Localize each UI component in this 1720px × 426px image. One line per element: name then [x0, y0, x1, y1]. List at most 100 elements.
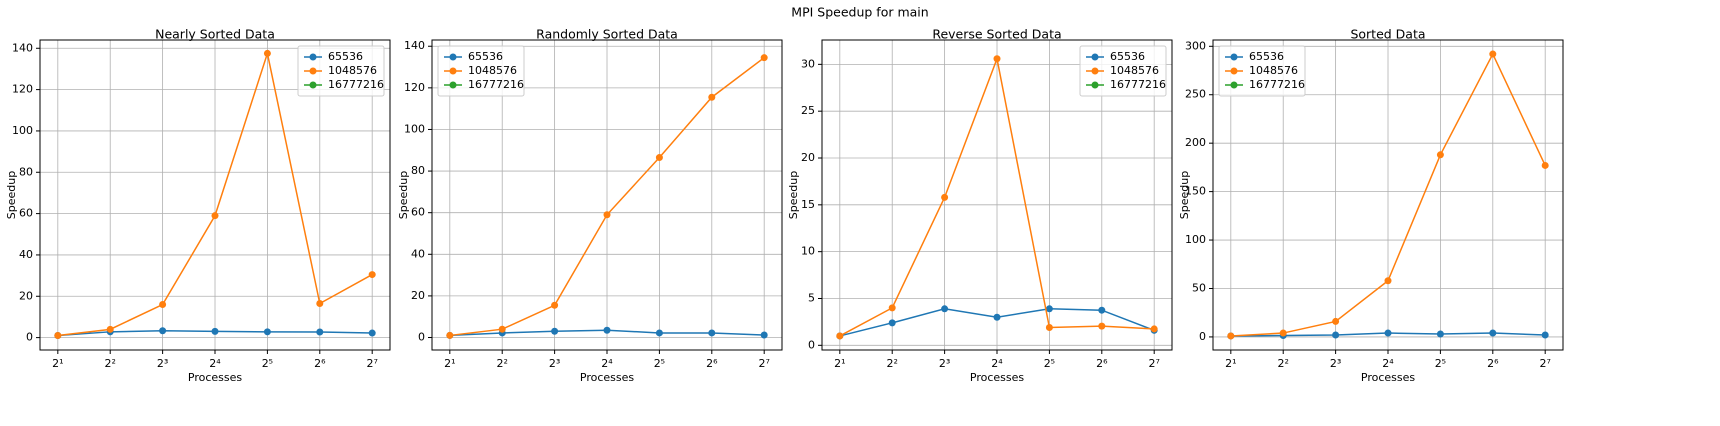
x-tick-label: 2¹: [1225, 357, 1236, 370]
legend-marker: [1091, 53, 1099, 61]
y-tick-label: 40: [19, 248, 33, 261]
data-point: [211, 212, 219, 220]
legend-label: 65536: [1249, 50, 1284, 63]
y-tick-label: 120: [404, 81, 425, 94]
data-point: [941, 305, 949, 313]
y-tick-label: 20: [411, 289, 425, 302]
data-point: [1541, 331, 1549, 339]
data-point: [708, 329, 716, 337]
data-point: [159, 327, 167, 335]
y-tick-label: 100: [404, 122, 425, 135]
data-point: [54, 332, 62, 340]
y-axis-label: Speedup: [1178, 171, 1191, 219]
x-tick-label: 2⁵: [654, 357, 665, 370]
x-tick-label: 2²: [497, 357, 508, 370]
data-point: [211, 327, 219, 335]
x-tick-label: 2⁷: [1539, 357, 1550, 370]
data-point: [316, 328, 324, 336]
x-tick-label: 2³: [1330, 357, 1341, 370]
y-axis-label: Speedup: [787, 171, 800, 219]
subplot-title: Sorted Data: [1350, 27, 1425, 42]
y-tick-label: 10: [801, 245, 815, 258]
y-axis-label: Speedup: [397, 171, 410, 219]
y-tick-label: 0: [808, 338, 815, 351]
legend-marker: [449, 53, 457, 61]
data-point: [368, 329, 376, 337]
data-point: [1045, 305, 1053, 313]
axes-frame: [39, 39, 391, 351]
y-tick-label: 20: [801, 151, 815, 164]
y-tick-label: 100: [12, 124, 33, 137]
y-tick-label: 30: [801, 57, 815, 70]
legend-marker: [1091, 67, 1099, 75]
legend-marker: [449, 81, 457, 89]
axes-frame: [821, 39, 1173, 351]
legend-marker: [1230, 81, 1238, 89]
legend-label: 1048576: [1249, 64, 1298, 77]
data-point: [1227, 332, 1235, 340]
x-tick-label: 2⁴: [601, 357, 613, 370]
x-tick-label: 2⁴: [1382, 357, 1394, 370]
x-tick-label: 2⁷: [758, 357, 769, 370]
legend-label: 65536: [1110, 50, 1145, 63]
data-point: [263, 49, 271, 57]
x-tick-label: 2⁷: [1148, 357, 1159, 370]
y-tick-label: 40: [411, 247, 425, 260]
x-tick-label: 2⁶: [1487, 357, 1499, 370]
y-tick-label: 120: [12, 83, 33, 96]
data-point: [655, 154, 663, 162]
legend-box: [1079, 45, 1167, 97]
axes-frame: [431, 39, 783, 351]
y-tick-label: 0: [1199, 330, 1206, 343]
x-tick-label: 2³: [549, 357, 560, 370]
x-tick-label: 2⁵: [262, 357, 273, 370]
x-axis-label: Processes: [580, 371, 634, 384]
x-tick-label: 2⁷: [366, 357, 377, 370]
x-tick-label: 2⁵: [1435, 357, 1446, 370]
y-tick-label: 140: [12, 41, 33, 54]
x-tick-label: 2¹: [52, 357, 63, 370]
data-point: [888, 304, 896, 312]
data-point: [1332, 317, 1340, 325]
x-tick-label: 2²: [105, 357, 116, 370]
x-tick-label: 2³: [939, 357, 950, 370]
x-tick-label: 2²: [887, 357, 898, 370]
data-point: [655, 329, 663, 337]
data-point: [446, 331, 454, 339]
x-tick-label: 2⁶: [706, 357, 718, 370]
data-point: [551, 301, 559, 309]
data-point: [760, 54, 768, 62]
data-point: [1489, 329, 1497, 337]
data-point: [106, 325, 114, 333]
y-tick-label: 80: [411, 164, 425, 177]
x-axis-label: Processes: [1361, 371, 1415, 384]
x-tick-label: 2¹: [444, 357, 455, 370]
legend-label: 65536: [328, 50, 363, 63]
legend-label: 16777216: [1110, 78, 1166, 91]
data-point: [603, 326, 611, 334]
legend-marker: [1230, 53, 1238, 61]
y-tick-label: 50: [1192, 281, 1206, 294]
axes-frame: [1212, 39, 1564, 351]
y-tick-label: 140: [404, 39, 425, 52]
x-axis-label: Processes: [970, 371, 1024, 384]
data-point: [1098, 322, 1106, 330]
data-point: [1332, 331, 1340, 339]
y-tick-label: 150: [1185, 185, 1206, 198]
subplot-title: Reverse Sorted Data: [932, 27, 1061, 42]
data-point: [1150, 325, 1158, 333]
y-tick-label: 200: [1185, 136, 1206, 149]
data-point: [551, 327, 559, 335]
y-tick-label: 250: [1185, 88, 1206, 101]
x-tick-label: 2⁶: [314, 357, 326, 370]
y-tick-label: 20: [19, 289, 33, 302]
data-point: [836, 332, 844, 340]
y-tick-label: 60: [19, 207, 33, 220]
legend-label: 16777216: [1249, 78, 1305, 91]
data-point: [263, 328, 271, 336]
